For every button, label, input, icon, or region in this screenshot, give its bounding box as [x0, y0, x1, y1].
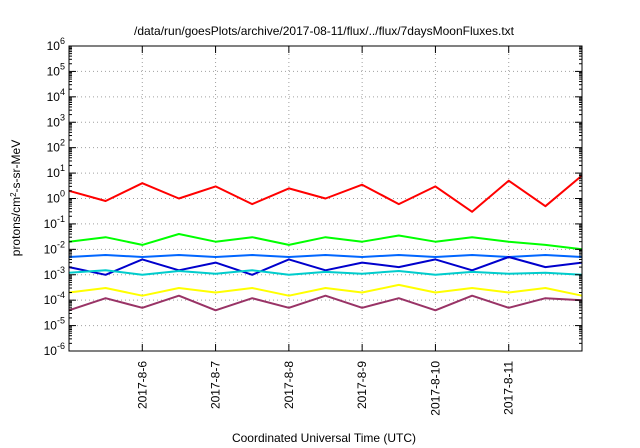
y-tick-label: 102 [47, 138, 65, 155]
y-axis-ticks: 10-6 10-5 10-4 10-3 10-2 10-1 100 101 102 103 104 1… [44, 36, 582, 358]
x-tick-label: 2017-8-8 [282, 361, 296, 409]
y-tick-label: 105 [47, 61, 65, 78]
y-tick-label: 10-3 [44, 265, 65, 282]
x-axis-label: Coordinated Universal Time (UTC) [232, 431, 416, 445]
y-tick-label: 103 [47, 112, 65, 129]
y-tick-label: 10-6 [44, 341, 65, 358]
series-line-4 [68, 256, 583, 276]
chart-title: /data/run/goesPlots/archive/2017-08-11/f… [134, 24, 515, 38]
y-tick-label: 10-4 [44, 290, 65, 307]
y-axis-label-prefix: protons/cm [9, 197, 23, 256]
y-tick-label: 106 [47, 36, 65, 53]
y-tick-label: 10-1 [44, 214, 65, 231]
series-line-1 [68, 174, 583, 213]
x-tick-label: 2017-8-7 [209, 361, 223, 409]
series-line-2 [68, 233, 583, 251]
gridlines [69, 46, 582, 351]
x-axis-ticks: 2017-8-6 2017-8-7 2017-8-8 2017-8-9 2017-8-1… [135, 46, 516, 416]
series-group [68, 174, 583, 312]
y-tick-label: 104 [47, 87, 65, 104]
series-line-6 [68, 283, 583, 297]
y-axis-label-suffix: -s-sr-MeV [9, 140, 23, 193]
series-line-3 [68, 254, 583, 258]
y-tick-label: 100 [47, 189, 65, 206]
x-tick-label: 2017-8-9 [355, 361, 369, 409]
y-axis-label: protons/cm2-s-sr-MeV [9, 140, 24, 256]
y-axis-label-sup: 2 [9, 192, 18, 197]
x-tick-label: 2017-8-10 [428, 361, 442, 416]
x-tick-label: 2017-8-6 [135, 361, 149, 409]
y-tick-label: 10-2 [44, 239, 65, 256]
y-tick-label: 101 [47, 163, 65, 180]
x-tick-label: 2017-8-11 [502, 361, 516, 415]
series-line-5 [68, 269, 583, 276]
y-tick-label: 10-5 [44, 316, 65, 333]
series-line-7 [68, 294, 583, 312]
